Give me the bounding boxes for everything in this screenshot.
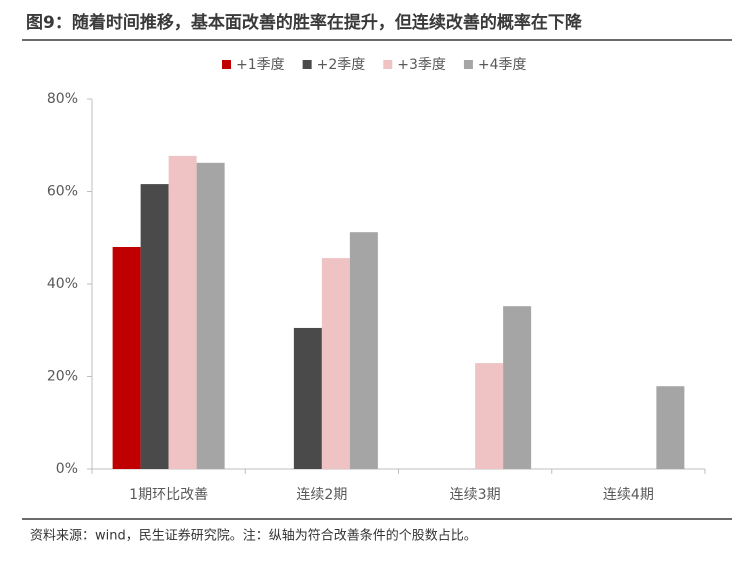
legend-swatch [302, 60, 312, 69]
legend-swatch [222, 60, 231, 69]
x-tick-label: 1期环比改善 [129, 487, 208, 503]
legend-label: +2季度 [317, 57, 366, 73]
legend-label: +3季度 [397, 57, 446, 73]
bar [321, 258, 350, 469]
legend-label: +4季度 [478, 57, 527, 73]
legend-swatch [383, 60, 393, 69]
y-tick-label: 20% [47, 369, 78, 385]
x-tick-label: 连续2期 [296, 486, 347, 503]
source-note: 资料来源：wind，民生证券研究院。注：纵轴为符合改善条件的个股数占比。 [30, 528, 477, 544]
bar [349, 232, 378, 469]
bar [140, 184, 169, 469]
bar [475, 363, 504, 469]
y-tick-label: 60% [47, 184, 78, 200]
legend-label: +1季度 [236, 57, 285, 73]
y-tick-label: 40% [47, 276, 78, 292]
bar [196, 162, 225, 469]
bar [503, 306, 532, 469]
bar [656, 386, 685, 469]
legend-swatch [463, 60, 473, 69]
y-tick-label: 80% [47, 91, 78, 107]
x-tick-label: 连续4期 [603, 486, 654, 503]
x-tick-label: 连续3期 [450, 486, 501, 503]
chart-title: 图9：随着时间推移，基本面改善的胜率在提升，但连续改善的概率在下降 [26, 12, 583, 33]
y-tick-label: 0% [56, 461, 78, 477]
bar [293, 327, 322, 469]
bar [112, 247, 141, 469]
bar [168, 155, 197, 469]
